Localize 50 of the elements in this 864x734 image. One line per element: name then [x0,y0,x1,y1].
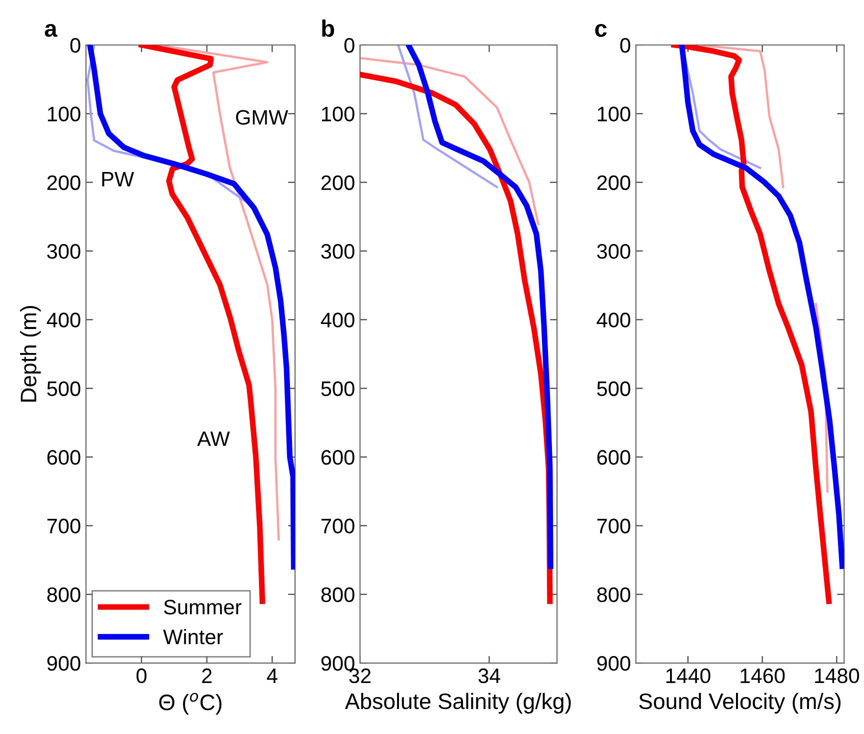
x-tick-label: 1460 [740,668,785,684]
y-tick-label: 0 [70,38,80,53]
line-series [360,56,540,226]
y-tick-label: 0 [620,38,630,53]
y-tick-label: 600 [321,450,354,465]
y-tick-label: 300 [597,244,630,259]
y-tick-label: 200 [47,175,80,190]
y-tick-label: 700 [47,518,80,534]
x-axis-title: Sound Velocity (m/s) [639,692,841,714]
y-tick-label: 600 [597,450,630,465]
chart-title: c [595,24,607,37]
y-tick-label: 700 [597,518,630,534]
chart-title: a [44,24,58,37]
annotation: PW [102,172,134,186]
x-tick-label: 1480 [815,668,860,684]
y-tick-label: 400 [596,312,630,328]
y-tick-label: 900 [597,656,630,671]
x-axis-title: Θ ($^{o}$C) [159,692,222,715]
annotation: GMW [236,110,288,125]
x-tick-label: 2 [202,668,212,683]
y-tick-label: 900 [47,656,80,671]
line-series [397,44,498,188]
y-tick-label: 0 [344,38,354,53]
x-tick-label: 1440 [666,668,710,684]
y-tick-label: 500 [47,381,80,396]
chart-title: b [322,20,334,37]
y-axis-title: Depth (m) [20,306,41,402]
y-tick-label: 400 [46,312,80,328]
y-tick-label: 500 [597,381,630,396]
x-axis-title: Absolute Salinity (g/kg) [344,692,571,714]
legend-label: Summer [164,600,242,614]
y-tick-label: 100 [322,106,354,122]
annotation: AW [197,432,230,446]
y-tick-label: 400 [320,312,354,328]
x-tick-label: 34 [478,668,500,684]
legend-label: Winter [163,629,223,644]
y-tick-label: 500 [321,381,354,396]
y-tick-label: 100 [48,106,80,122]
y-tick-label: 800 [47,587,80,602]
y-tick-label: 800 [597,587,630,602]
y-tick-label: 300 [321,244,354,259]
y-tick-label: 200 [321,175,354,190]
y-tick-label: 300 [47,244,80,259]
y-tick-label: 700 [321,518,354,534]
y-tick-label: 200 [597,175,630,190]
x-tick-label: 4 [266,668,278,683]
y-tick-label: 100 [598,106,630,122]
y-tick-label: 600 [47,450,80,465]
y-tick-label: 800 [321,587,354,602]
x-tick-label: 0 [136,668,146,684]
